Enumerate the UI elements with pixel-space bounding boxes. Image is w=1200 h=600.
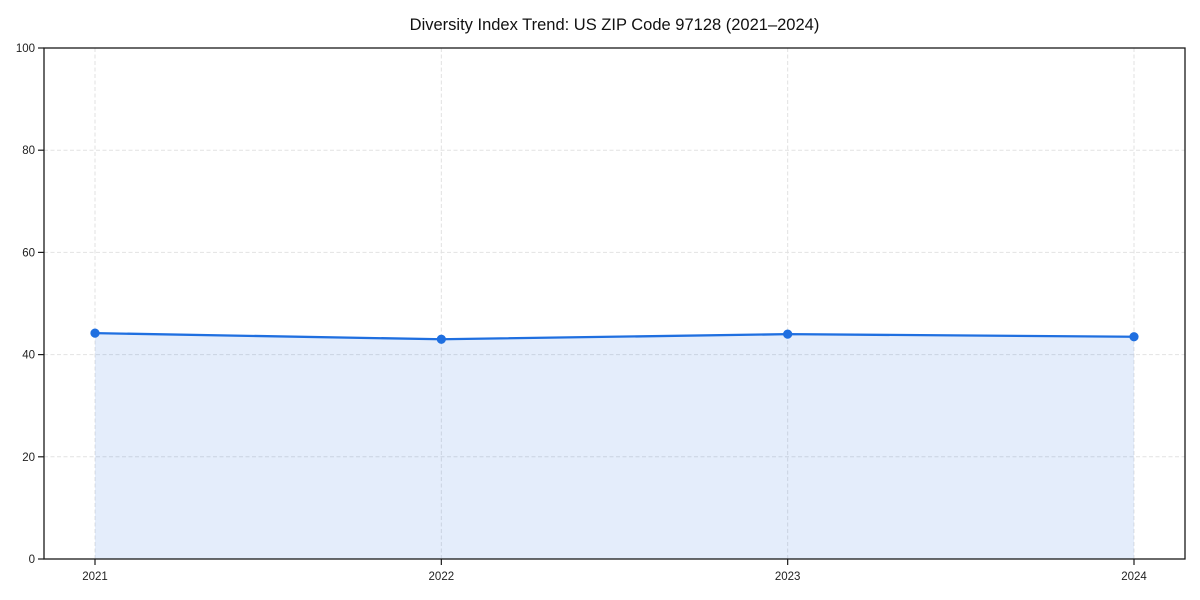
y-tick-label: 40	[22, 350, 35, 362]
x-tick-label: 2024	[1121, 571, 1147, 583]
x-tick-label: 2023	[775, 571, 801, 583]
x-tick-label: 2022	[429, 571, 455, 583]
axes-layer	[38, 47, 1186, 565]
trend-line	[93, 331, 1136, 341]
series-layer	[90, 328, 1139, 559]
y-tick-label: 0	[29, 554, 35, 566]
label-layer: 0 20 40 60 80 100 2021 2022 2023 2024	[16, 43, 1148, 583]
y-tick-label: 100	[16, 43, 35, 55]
y-tick-label: 60	[22, 247, 35, 259]
chart-title: Diversity Index Trend: US ZIP Code 97128…	[410, 16, 820, 34]
data-point-2022	[436, 334, 446, 344]
data-point-2021	[90, 328, 100, 338]
data-point-2023	[783, 329, 793, 339]
y-tick-label: 20	[22, 452, 35, 464]
data-point-2024	[1129, 332, 1139, 342]
plot-border	[43, 47, 1186, 560]
x-tick-label: 2021	[82, 571, 108, 583]
area-fill	[95, 333, 1134, 559]
y-tick-label: 80	[22, 145, 35, 157]
